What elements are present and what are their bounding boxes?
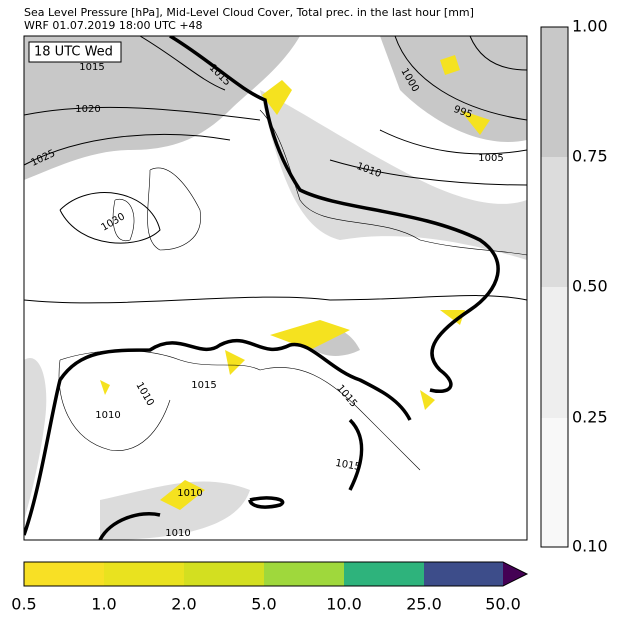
isobar-1015 bbox=[24, 36, 500, 540]
colorbar-segment bbox=[541, 157, 568, 287]
colorbar-tick-label: 10.0 bbox=[326, 595, 362, 614]
cloud bbox=[380, 36, 527, 142]
colorbar-tick-label: 5.0 bbox=[251, 595, 276, 614]
map: 18 UTC Wed 1015 1015 1020 1025 1030 1000… bbox=[23, 35, 528, 541]
contour-label: 1010 bbox=[165, 528, 190, 539]
colorbar-segment bbox=[541, 27, 568, 157]
map-layers bbox=[24, 36, 527, 540]
colorbar-tick-label: 1.0 bbox=[91, 595, 116, 614]
colorbar-frame bbox=[540, 26, 569, 548]
cloud-colorbar: 1.00 0.75 0.50 0.25 0.10 bbox=[540, 17, 608, 556]
colorbar-segment bbox=[541, 287, 568, 418]
colorbar-segment bbox=[264, 562, 344, 586]
contour-label: 1020 bbox=[75, 104, 100, 115]
colorbar-tick-label: 2.0 bbox=[171, 595, 196, 614]
colorbar-tick-label: 0.5 bbox=[11, 595, 36, 614]
contour-label: 1010 bbox=[177, 488, 202, 499]
subtitle: WRF 01.07.2019 18:00 UTC +48 bbox=[24, 19, 203, 32]
precip bbox=[100, 55, 490, 510]
colorbar-tick-label: 0.75 bbox=[572, 147, 608, 166]
colorbar-segment bbox=[424, 562, 503, 586]
colorbar-segment bbox=[24, 562, 104, 586]
colorbar-tick-label: 25.0 bbox=[406, 595, 442, 614]
colorbar-tick-label: 0.50 bbox=[572, 277, 608, 296]
colorbar-tick-label: 0.10 bbox=[572, 537, 608, 556]
contour-label: 1015 bbox=[79, 62, 104, 73]
title: Sea Level Pressure [hPa], Mid-Level Clou… bbox=[24, 6, 474, 19]
cloud bbox=[24, 358, 47, 520]
colorbar-tick-label: 1.00 bbox=[572, 17, 608, 36]
isobar bbox=[469, 36, 527, 71]
colorbar-frame bbox=[23, 561, 529, 587]
contour-label: 1005 bbox=[478, 153, 503, 164]
colorbar-segment bbox=[344, 562, 424, 586]
colorbar-tick-label: 50.0 bbox=[485, 595, 521, 614]
time-box bbox=[28, 41, 122, 63]
cloud bbox=[100, 481, 250, 540]
colorbar-segment bbox=[541, 418, 568, 547]
map-frame bbox=[23, 35, 528, 541]
time-label: 18 UTC Wed bbox=[34, 45, 113, 60]
contour-label: 1015 bbox=[191, 380, 216, 391]
contour-label: 1015 bbox=[334, 458, 361, 473]
colorbar-tick-label: 0.25 bbox=[572, 408, 608, 427]
colorbar-extend bbox=[503, 562, 527, 586]
isobars bbox=[24, 36, 527, 304]
cloud bbox=[24, 36, 300, 180]
colorbar-segment bbox=[104, 562, 184, 586]
cloud bbox=[260, 90, 527, 260]
colorbar-segment bbox=[184, 562, 264, 586]
contour-label: 1010 bbox=[95, 410, 120, 421]
precip-colorbar: 0.5 1.0 2.0 5.0 10.0 25.0 50.0 bbox=[11, 561, 529, 614]
